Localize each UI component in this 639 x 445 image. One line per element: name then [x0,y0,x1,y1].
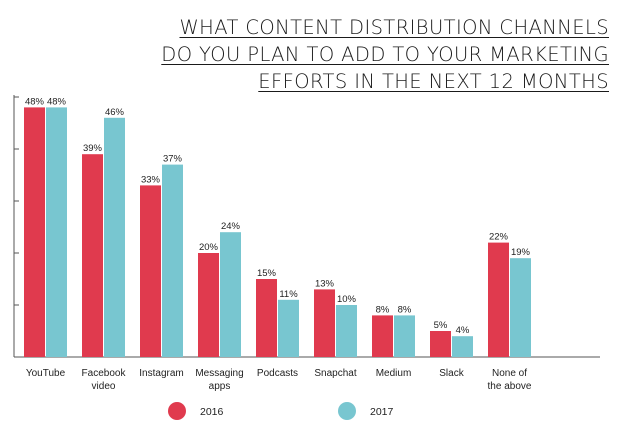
bar-2016 [430,331,451,357]
legend-marker-2016 [168,402,186,420]
chart-title: WHAT CONTENT DISTRIBUTION CHANNELS DO YO… [161,14,609,95]
title-line-3: EFFORTS IN THE NEXT 12 MONTHS [258,70,609,93]
bar-2017 [336,305,357,357]
data-label: 8% [398,304,412,315]
bar-2016 [256,279,277,357]
bar-2017 [510,258,531,357]
bar-2016 [82,154,103,357]
category-label: YouTube [26,368,66,379]
bar-2016 [140,185,161,357]
data-label: 13% [315,278,335,289]
data-label: 19% [511,247,531,258]
data-label: 33% [141,174,161,185]
data-label: 5% [434,320,448,331]
category-label: Facebook video [82,368,127,392]
category-label: Snapchat [314,368,356,379]
data-label: 46% [105,107,125,118]
data-label: 39% [83,143,103,154]
data-label: 10% [337,294,357,305]
bar-2017 [452,336,473,357]
title-line-2: DO YOU PLAN TO ADD TO YOUR MARKETING [161,43,609,66]
category-label: Podcasts [257,368,298,379]
data-label: 24% [221,221,241,232]
data-label: 4% [456,325,470,336]
title-line-1: WHAT CONTENT DISTRIBUTION CHANNELS [179,16,609,39]
data-label: 48% [25,96,45,107]
data-label: 11% [279,289,298,300]
bar-2017 [394,315,415,357]
bar-2017 [278,299,299,357]
legend-marker-2017 [338,402,356,420]
category-label: Messaging apps [195,368,243,392]
bar-2017 [46,107,67,358]
bar-2016 [372,315,393,357]
data-label: 8% [376,304,390,315]
bar-2016 [24,107,45,358]
bar-2017 [220,232,241,357]
bar-2017 [162,164,183,357]
bar-2016 [198,253,219,357]
legend-label-2017: 2017 [370,406,394,418]
bar-2016 [488,242,509,357]
data-label: 37% [163,154,183,165]
bar-2016 [314,289,335,357]
data-label: 20% [199,242,219,253]
category-label: Slack [439,368,464,379]
data-label: 48% [47,96,67,107]
category-label: None of the above [488,368,532,392]
data-label: 22% [489,232,509,243]
data-label: 15% [257,268,277,279]
legend-label-2016: 2016 [200,406,224,418]
bar-2017 [104,117,125,357]
category-label: Medium [376,368,412,379]
category-label: Instagram [139,368,183,379]
